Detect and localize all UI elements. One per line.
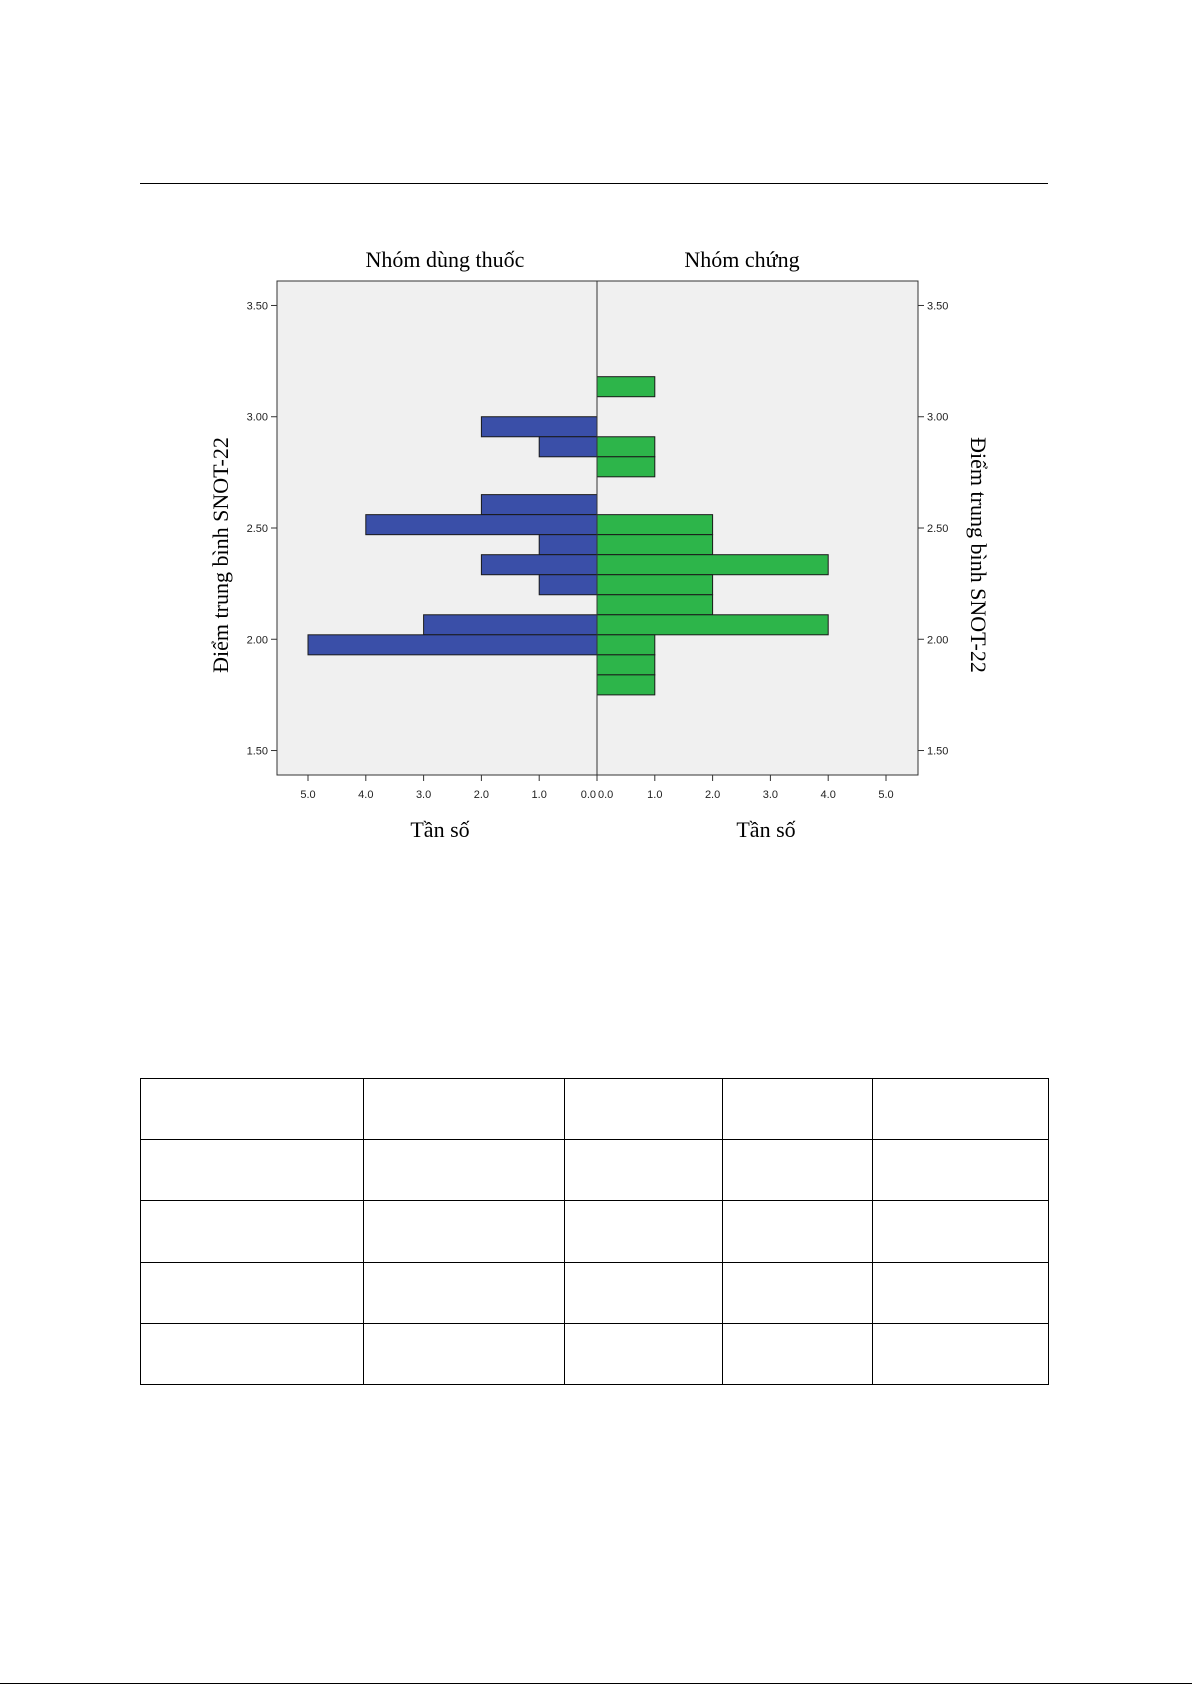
x-tick-label-6: 1.0 <box>647 789 662 801</box>
left-bar-3 <box>365 514 598 536</box>
table-cell <box>363 1322 565 1386</box>
x-tick-label-3: 2.0 <box>474 789 489 801</box>
table-cell <box>872 1261 1049 1324</box>
table-cell <box>564 1322 723 1386</box>
left-bars <box>307 416 598 656</box>
table-cell <box>722 1200 873 1263</box>
right-bar-7 <box>596 594 714 616</box>
right-bar-5 <box>596 554 829 576</box>
table-cell <box>140 1261 364 1324</box>
table-cell <box>564 1200 723 1263</box>
table-row <box>140 1261 1049 1324</box>
y-tick-label-right-2: 2.50 <box>927 523 948 535</box>
table-cell <box>722 1139 873 1202</box>
left-bar-5 <box>480 554 598 576</box>
y-ticks-right: 1.50 2.00 2.50 3.00 3.50 <box>918 300 948 758</box>
y-tick-label-right-4: 3.50 <box>927 300 948 312</box>
right-bar-9 <box>596 634 656 656</box>
table-cell <box>722 1077 873 1141</box>
table-cell <box>722 1322 873 1386</box>
x-axis-title-right: Tần số <box>736 817 795 842</box>
x-tick-label-4: 1.0 <box>532 789 547 801</box>
right-bar-0 <box>596 376 656 398</box>
table-cell <box>564 1077 723 1141</box>
table-cell <box>363 1261 565 1324</box>
y-tick-label-right-3: 3.00 <box>927 412 948 424</box>
table-cell <box>722 1261 873 1324</box>
x-tick-label-0: 5.0 <box>300 789 315 801</box>
x-tick-label-5: 0.0 <box>581 789 596 801</box>
y-tick-label-left-2: 2.50 <box>247 523 268 535</box>
y-tick-label-left-4: 3.50 <box>247 300 268 312</box>
table-cell <box>363 1077 565 1141</box>
y-tick-label-right-0: 1.50 <box>927 746 948 758</box>
table-cell <box>872 1077 1049 1141</box>
right-bar-8 <box>596 614 829 636</box>
y-tick-label-left-1: 2.00 <box>247 634 268 646</box>
left-bar-6 <box>538 574 598 596</box>
x-tick-label-10: 5.0 <box>878 789 893 801</box>
table-cell <box>872 1322 1049 1386</box>
left-bar-1 <box>538 436 598 458</box>
x-tick-label-8: 3.0 <box>763 789 778 801</box>
header-rule <box>140 183 1048 184</box>
table-cell <box>140 1077 364 1141</box>
table-row <box>140 1322 1049 1386</box>
y-tick-label-left-3: 3.00 <box>247 412 268 424</box>
left-bar-2 <box>480 494 598 516</box>
left-bar-4 <box>538 534 598 556</box>
table-cell <box>872 1200 1049 1263</box>
table-cell <box>363 1200 565 1263</box>
x-tick-label-9: 4.0 <box>821 789 836 801</box>
y-tick-label-right-1: 2.00 <box>927 634 948 646</box>
x-axis-title-left: Tần số <box>410 817 469 842</box>
table-cell <box>872 1139 1049 1202</box>
left-bar-0 <box>480 416 598 438</box>
x-tick-label-1: 4.0 <box>358 789 373 801</box>
right-bar-1 <box>596 436 656 458</box>
right-bar-4 <box>596 534 714 556</box>
right-bar-10 <box>596 654 656 676</box>
right-bar-6 <box>596 574 714 596</box>
left-bar-8 <box>307 634 598 656</box>
left-bar-7 <box>423 614 598 636</box>
table-cell <box>564 1139 723 1202</box>
table-row <box>140 1077 1049 1141</box>
y-ticks-left: 1.50 2.00 2.50 3.00 3.50 <box>247 300 277 758</box>
table-row <box>140 1200 1049 1263</box>
data-table <box>140 1077 1049 1386</box>
group-title-left: Nhóm dùng thuốc <box>366 247 525 272</box>
x-tick-label-zero-right: 0.0 <box>598 789 613 801</box>
x-tick-label-2: 3.0 <box>416 789 431 801</box>
right-bar-2 <box>596 456 656 478</box>
table-row <box>140 1139 1049 1202</box>
right-bar-3 <box>596 514 714 536</box>
y-tick-label-left-0: 1.50 <box>247 746 268 758</box>
frequency-histogram-chart: 1.50 2.00 2.50 3.00 3.50 1.50 2.00 2.50 3.00 3.5… <box>208 247 991 842</box>
table-cell <box>140 1139 364 1202</box>
table-cell <box>140 1200 364 1263</box>
group-title-right: Nhóm chứng <box>684 247 799 272</box>
y-axis-title-right: Điểm trung bình SNOT-22 <box>966 437 991 673</box>
footer-rule <box>0 1683 1192 1684</box>
table-cell <box>564 1261 723 1324</box>
table-cell <box>363 1139 565 1202</box>
y-axis-title-left: Điểm trung bình SNOT-22 <box>208 437 233 673</box>
right-bar-11 <box>596 674 656 696</box>
table-cell <box>140 1322 364 1386</box>
x-tick-label-7: 2.0 <box>705 789 720 801</box>
right-bars <box>596 376 829 696</box>
x-ticks: 5.0 4.0 3.0 2.0 1.0 0.0 0.0 1.0 2.0 3.0 4.0 5.0 <box>300 775 894 801</box>
